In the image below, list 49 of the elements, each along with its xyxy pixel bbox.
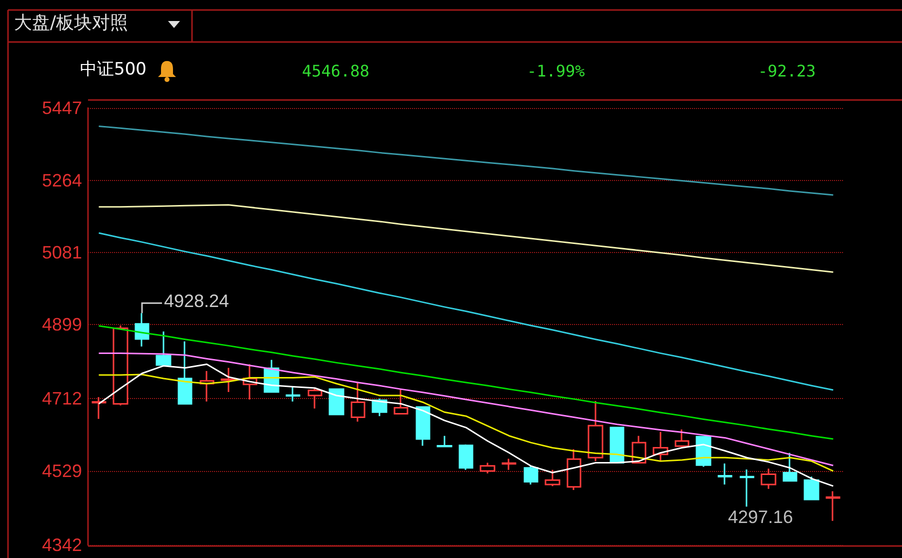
line-series <box>98 364 834 487</box>
annotation: 4297.16 <box>728 507 794 527</box>
text: -1.99% <box>527 62 586 80</box>
y-tick-label: 5447 <box>42 98 82 118</box>
text: -92.23 <box>758 62 816 80</box>
line-series <box>98 204 834 273</box>
candlestick <box>220 367 236 393</box>
candlestick <box>328 388 344 416</box>
candlestick <box>740 468 754 508</box>
candlestick <box>610 426 624 464</box>
candlestick <box>826 490 840 522</box>
candlestick <box>436 435 452 448</box>
text: 4546.88 <box>302 62 370 80</box>
y-tick-label: 4342 <box>42 535 82 555</box>
candlestick <box>178 340 192 405</box>
candlestick <box>782 452 798 482</box>
candlestick <box>350 381 366 422</box>
candlestick <box>92 396 106 420</box>
candlestick <box>718 462 732 486</box>
line-series <box>98 352 834 466</box>
candlestick <box>760 468 776 490</box>
y-tick-label: 4529 <box>42 461 82 482</box>
candlestick <box>480 462 496 474</box>
candlestick <box>394 388 408 414</box>
candlestick <box>566 448 582 491</box>
candlestick <box>112 324 128 406</box>
candlestick <box>416 406 430 446</box>
candlestick <box>804 476 820 500</box>
line-series <box>98 125 834 196</box>
line-series <box>98 325 834 440</box>
chart-title: 大盘/板块对照 <box>14 12 128 34</box>
candlestick <box>156 330 172 368</box>
candlestick <box>134 312 150 348</box>
candlestick <box>524 465 538 486</box>
y-tick-label: 5264 <box>42 170 82 190</box>
candlestick <box>588 400 604 462</box>
line-series <box>98 232 834 391</box>
line-series <box>98 374 834 472</box>
chart-subtitle: 中证500 <box>80 60 146 80</box>
candlestick <box>674 428 690 447</box>
y-tick-label: 4712 <box>42 388 82 409</box>
annotation: 4928.24 <box>164 291 230 312</box>
y-tick-label: 5081 <box>42 242 82 263</box>
candlestick <box>502 458 516 471</box>
candlestick <box>308 387 322 410</box>
y-tick-label: 4899 <box>42 314 82 335</box>
candlestick <box>544 469 560 487</box>
candlestick <box>458 444 474 471</box>
candlestick <box>286 386 300 402</box>
